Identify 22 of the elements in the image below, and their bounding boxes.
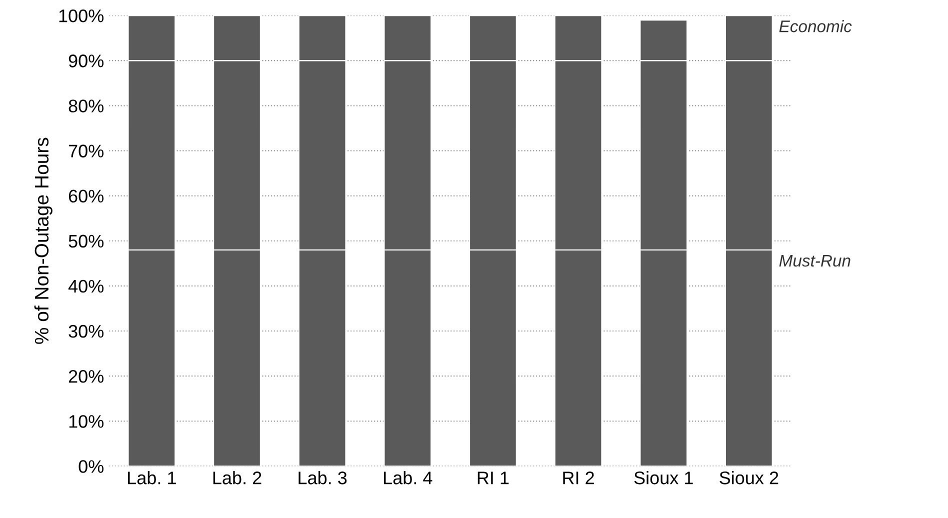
- x-tick-label: Lab. 2: [213, 471, 262, 484]
- y-tick-label: 90%: [68, 54, 104, 68]
- y-axis-title: % of Non-Outage Hours: [34, 138, 52, 344]
- y-tick-label: 20%: [68, 370, 104, 383]
- series-label: Economic: [779, 20, 852, 32]
- x-tick-label: Sioux 1: [634, 471, 693, 484]
- x-tick-label: Lab. 3: [298, 471, 347, 484]
- x-tick-label: RI 2: [563, 472, 594, 484]
- y-tick-label: 0%: [78, 460, 104, 473]
- y-tick-label: 80%: [68, 100, 104, 112]
- y-tick-label: 30%: [68, 324, 104, 338]
- y-tick-label: 100%: [59, 9, 104, 22]
- x-tick-label: Sioux 2: [720, 471, 778, 484]
- series-label: Must-Run: [779, 255, 850, 267]
- y-tick-label: 50%: [68, 234, 104, 248]
- y-tick-label: 10%: [69, 415, 104, 428]
- y-tick-label: 40%: [68, 280, 104, 293]
- y-tick-label: 60%: [68, 190, 104, 203]
- y-tick-label: 70%: [68, 144, 104, 158]
- x-tick-label: Lab. 1: [128, 471, 176, 484]
- x-tick-label: Lab. 4: [384, 471, 432, 484]
- x-tick-label: RI 1: [478, 472, 509, 484]
